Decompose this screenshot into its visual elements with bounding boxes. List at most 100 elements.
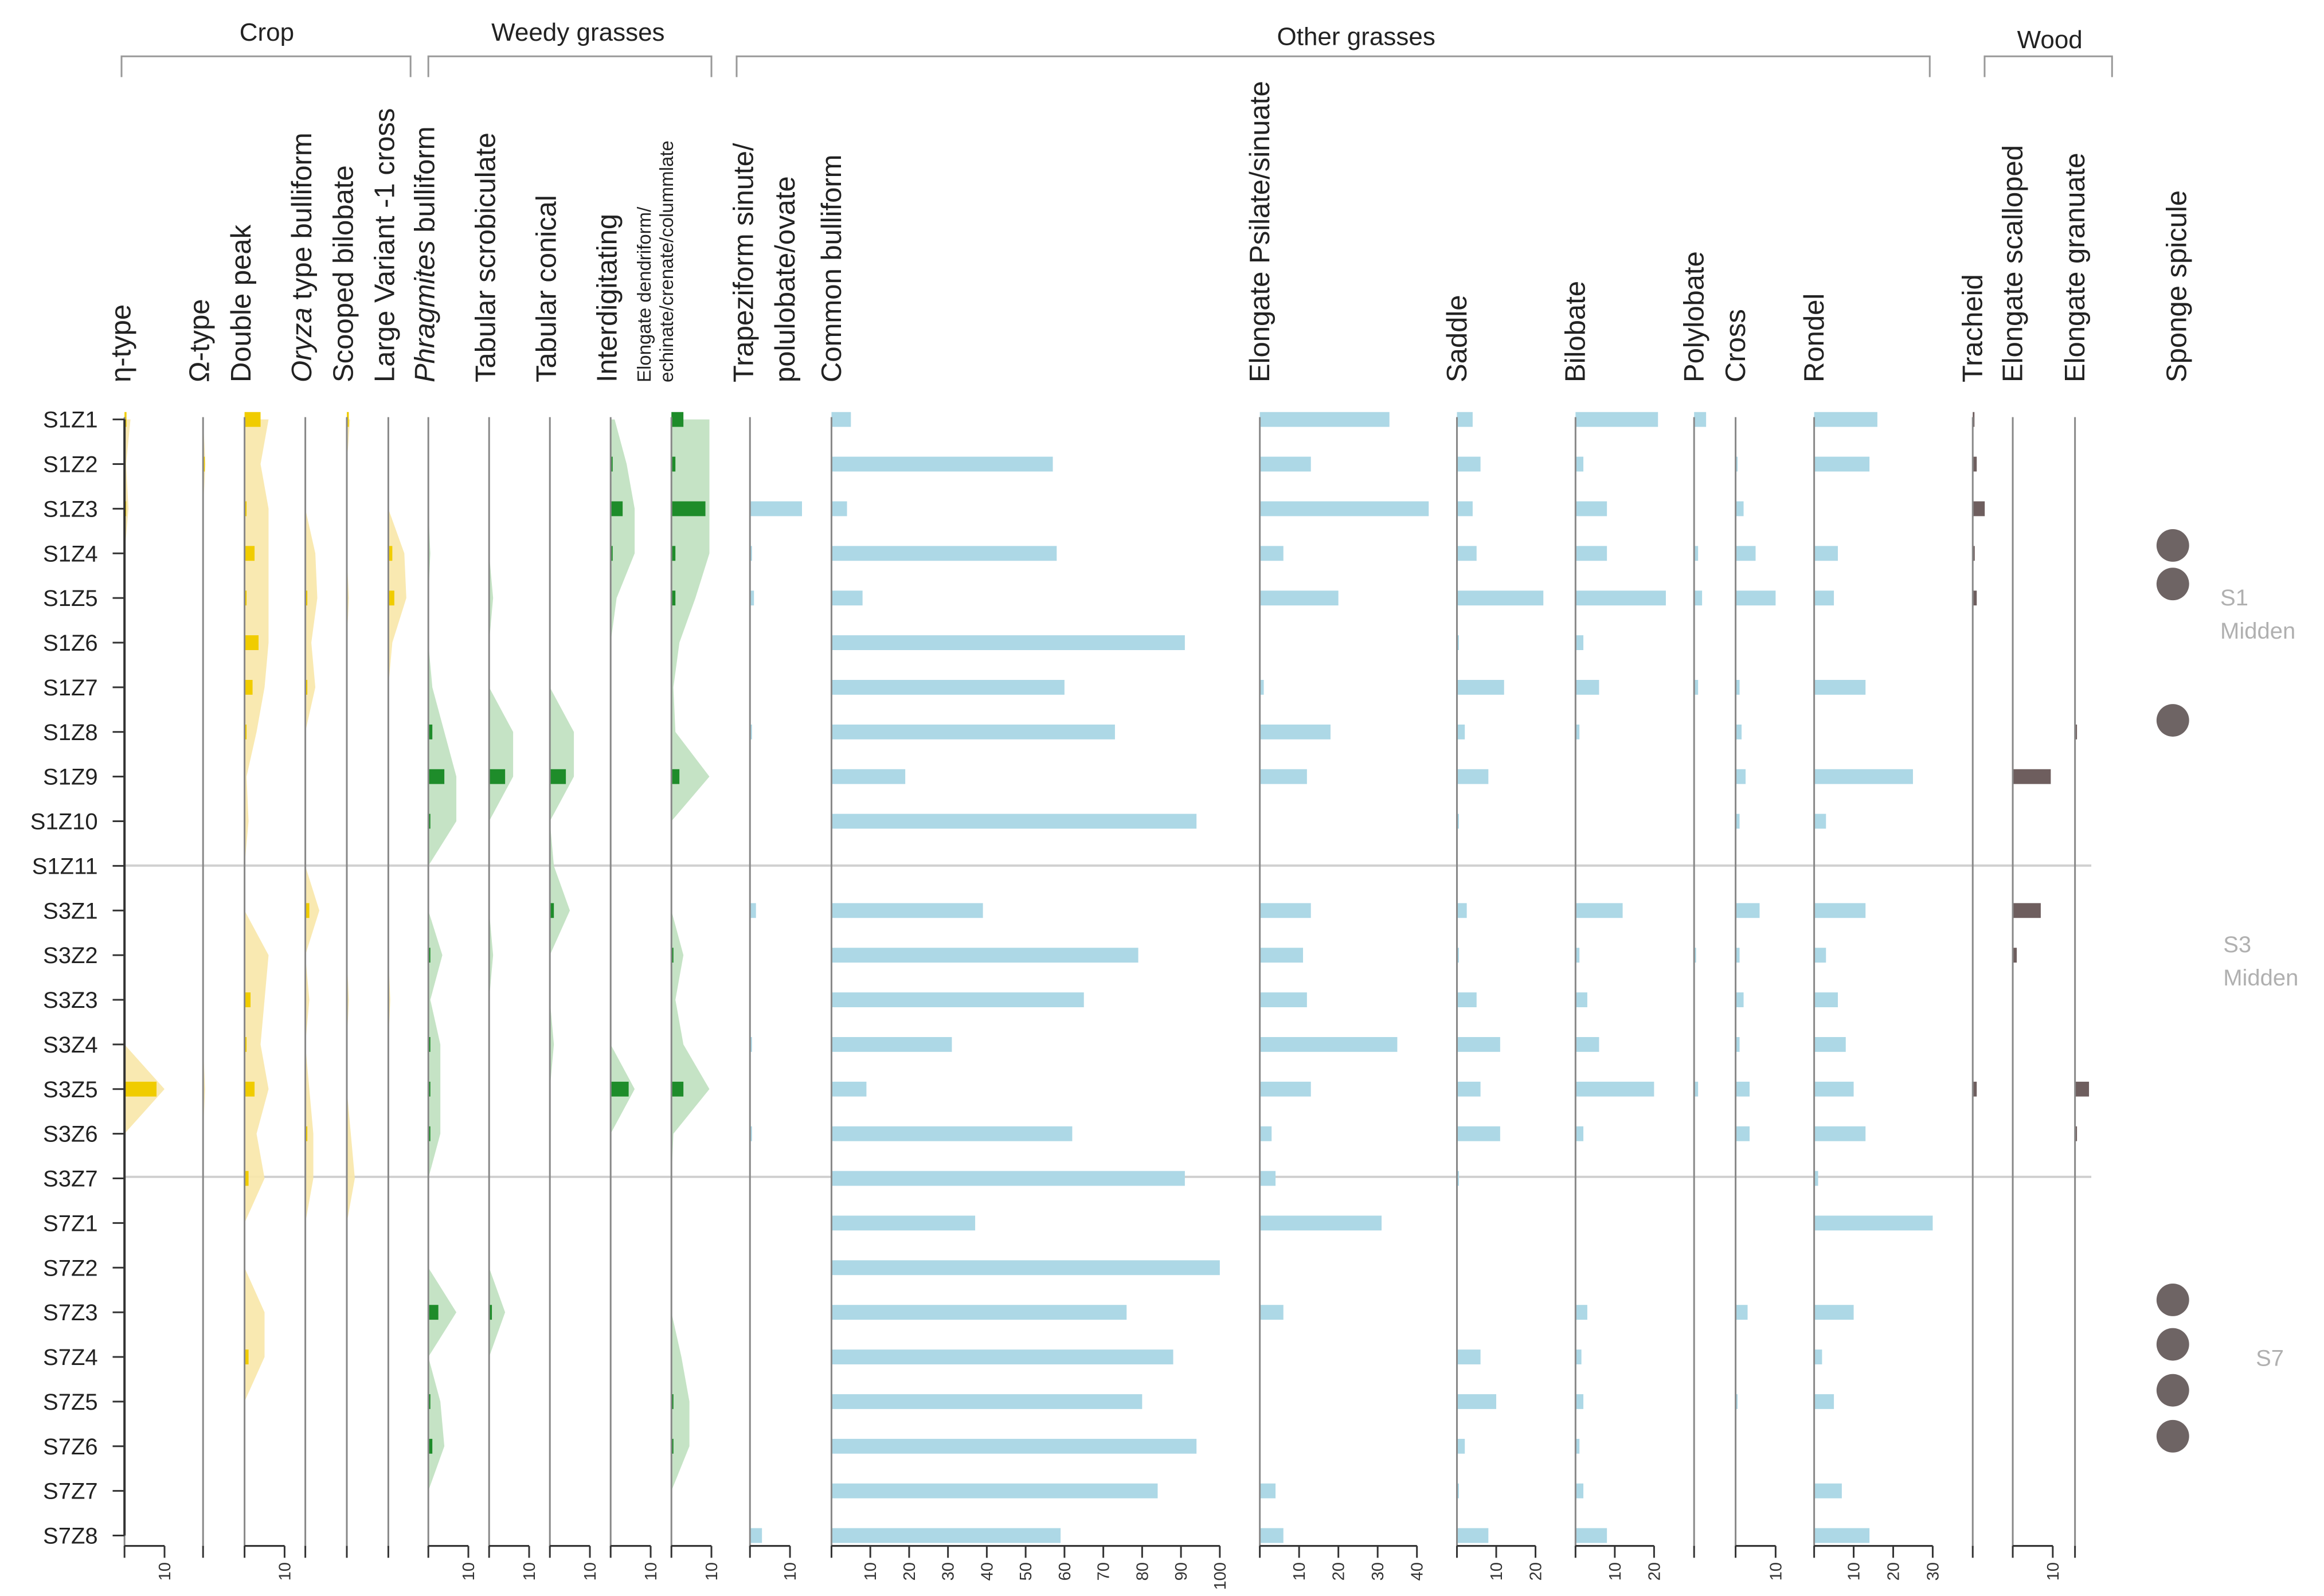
- bar-S1Z5-2: [244, 590, 247, 606]
- bar-S7Z5-15: [1575, 1394, 1584, 1409]
- bar-S1Z1-12: [831, 412, 851, 427]
- sponge-marker-S7Z6: [2156, 1419, 2189, 1453]
- column-header: polulobate/ovate: [770, 176, 801, 382]
- bar-S1Z1-2: [244, 412, 261, 427]
- bar-S3Z2-15: [1575, 948, 1580, 963]
- column-header-6: Phragmites bulliform: [410, 126, 441, 382]
- bar-S7Z8-11: [750, 1528, 762, 1543]
- bar-S3Z5-16: [1694, 1081, 1699, 1097]
- bar-S3Z4-17: [1735, 1036, 1740, 1052]
- bar-S3Z4-14: [1457, 1036, 1500, 1052]
- bar-S3Z6-17: [1735, 1126, 1750, 1141]
- bar-S1Z2-9: [611, 456, 613, 472]
- group-label: Crop: [240, 18, 294, 46]
- sample-label: S7Z7: [43, 1479, 98, 1504]
- bar-S1Z5-15: [1575, 590, 1666, 606]
- column-header-8: Tabular conical: [531, 195, 562, 382]
- bar-S7Z5-14: [1457, 1394, 1497, 1409]
- tick-label: 30: [1924, 1562, 1942, 1581]
- bar-S7Z3-6: [428, 1305, 439, 1320]
- bar-S3Z2-14: [1457, 948, 1459, 963]
- tick-label: 20: [1884, 1562, 1903, 1581]
- tick-label: 60: [1056, 1562, 1074, 1581]
- bar-S3Z6-11: [750, 1126, 752, 1141]
- bar-S1Z10-18: [1814, 813, 1826, 829]
- sample-label: S7Z6: [43, 1434, 98, 1460]
- group-label: Weedy grasses: [491, 18, 664, 46]
- bar-S1Z7-18: [1814, 680, 1866, 695]
- group-label: Other grasses: [1277, 23, 1435, 51]
- bar-S1Z4-9: [611, 546, 613, 561]
- bar-S1Z9-7: [489, 769, 506, 784]
- bar-S7Z6-15: [1575, 1438, 1580, 1454]
- column-header-21: Elongate granuate: [2060, 153, 2091, 383]
- bar-S3Z6-15: [1575, 1126, 1584, 1141]
- bar-S3Z3-18: [1814, 992, 1838, 1007]
- group-bracket: [1983, 55, 2113, 77]
- sample-label: S1Z11: [32, 854, 98, 879]
- envelope-4: [346, 419, 355, 1536]
- chart-background: [124, 864, 2092, 1178]
- bar-S3Z3-17: [1735, 992, 1744, 1007]
- bar-S1Z8-6: [428, 724, 433, 740]
- tick-label: 70: [1095, 1562, 1113, 1581]
- bar-S7Z3-7: [489, 1305, 492, 1320]
- sponge-marker-S1Z5: [2156, 568, 2189, 601]
- sample-label: S7Z1: [43, 1211, 98, 1236]
- sample-label: S1Z4: [43, 541, 98, 566]
- column-header-20: Elongate scalloped: [1997, 145, 2028, 382]
- bar-S3Z3-15: [1575, 992, 1587, 1007]
- envelope-2: [244, 419, 269, 1536]
- bar-S1Z4-11: [750, 546, 752, 561]
- bar-S7Z8-15: [1575, 1528, 1607, 1543]
- bar-S3Z1-17: [1735, 903, 1760, 918]
- tick-label: 10: [276, 1562, 294, 1581]
- bar-S1Z8-2: [244, 724, 247, 740]
- bar-S1Z2-10: [671, 456, 676, 472]
- bar-S3Z5-9: [611, 1081, 629, 1097]
- bar-S7Z4-12: [831, 1349, 1173, 1364]
- bar-S1Z5-12: [831, 590, 863, 606]
- bar-S3Z2-20: [2013, 948, 2017, 963]
- bar-S3Z1-8: [550, 903, 554, 918]
- column-header-4: Scooped bilobate: [328, 165, 359, 382]
- bar-S1Z5-14: [1457, 590, 1544, 606]
- bar-S3Z6-14: [1457, 1126, 1500, 1141]
- bar-S1Z3-13: [1259, 501, 1429, 517]
- header-rest: type bulliform: [287, 132, 318, 307]
- tick-label: 10: [1606, 1562, 1625, 1581]
- bar-S7Z4-15: [1575, 1349, 1582, 1364]
- bar-S3Z4-11: [750, 1036, 752, 1052]
- bar-S7Z3-15: [1575, 1305, 1587, 1320]
- bar-S3Z2-12: [831, 948, 1138, 963]
- bar-S1Z2-17: [1735, 456, 1738, 472]
- bar-S7Z6-10: [671, 1438, 674, 1454]
- bar-S3Z5-13: [1259, 1081, 1311, 1097]
- bar-S3Z1-18: [1814, 903, 1866, 918]
- bar-S1Z4-18: [1814, 546, 1838, 561]
- bar-S3Z6-18: [1814, 1126, 1866, 1141]
- sample-label: S3Z3: [43, 988, 98, 1013]
- bar-S7Z7-18: [1814, 1483, 1842, 1499]
- bar-S3Z3-2: [244, 992, 251, 1007]
- bar-S1Z9-12: [831, 769, 906, 784]
- axes: [112, 55, 2113, 1558]
- tick-label: 50: [1017, 1562, 1035, 1581]
- bar-S1Z4-19: [1973, 546, 1975, 561]
- labels: 10 η-type Ω-type 10 Double peak Oryza type bu…: [30, 18, 2299, 1590]
- sample-label: S7Z2: [43, 1255, 98, 1281]
- sample-label: S3Z6: [43, 1122, 98, 1147]
- bar-S1Z5-11: [750, 590, 754, 606]
- group-bracket: [427, 55, 713, 77]
- bar-S1Z2-18: [1814, 456, 1870, 472]
- tick-label: 30: [940, 1562, 958, 1581]
- bar-S3Z7-13: [1259, 1171, 1276, 1186]
- bar-S1Z8-13: [1259, 724, 1331, 740]
- sample-label: S7Z5: [43, 1390, 98, 1415]
- bar-S1Z4-17: [1735, 546, 1756, 561]
- tick-label: 10: [1488, 1562, 1506, 1581]
- bar-S1Z3-15: [1575, 501, 1607, 517]
- tick-label: 20: [1645, 1562, 1664, 1581]
- italic-genus: Phragmites: [410, 240, 441, 382]
- bar-S1Z9-20: [2013, 769, 2051, 784]
